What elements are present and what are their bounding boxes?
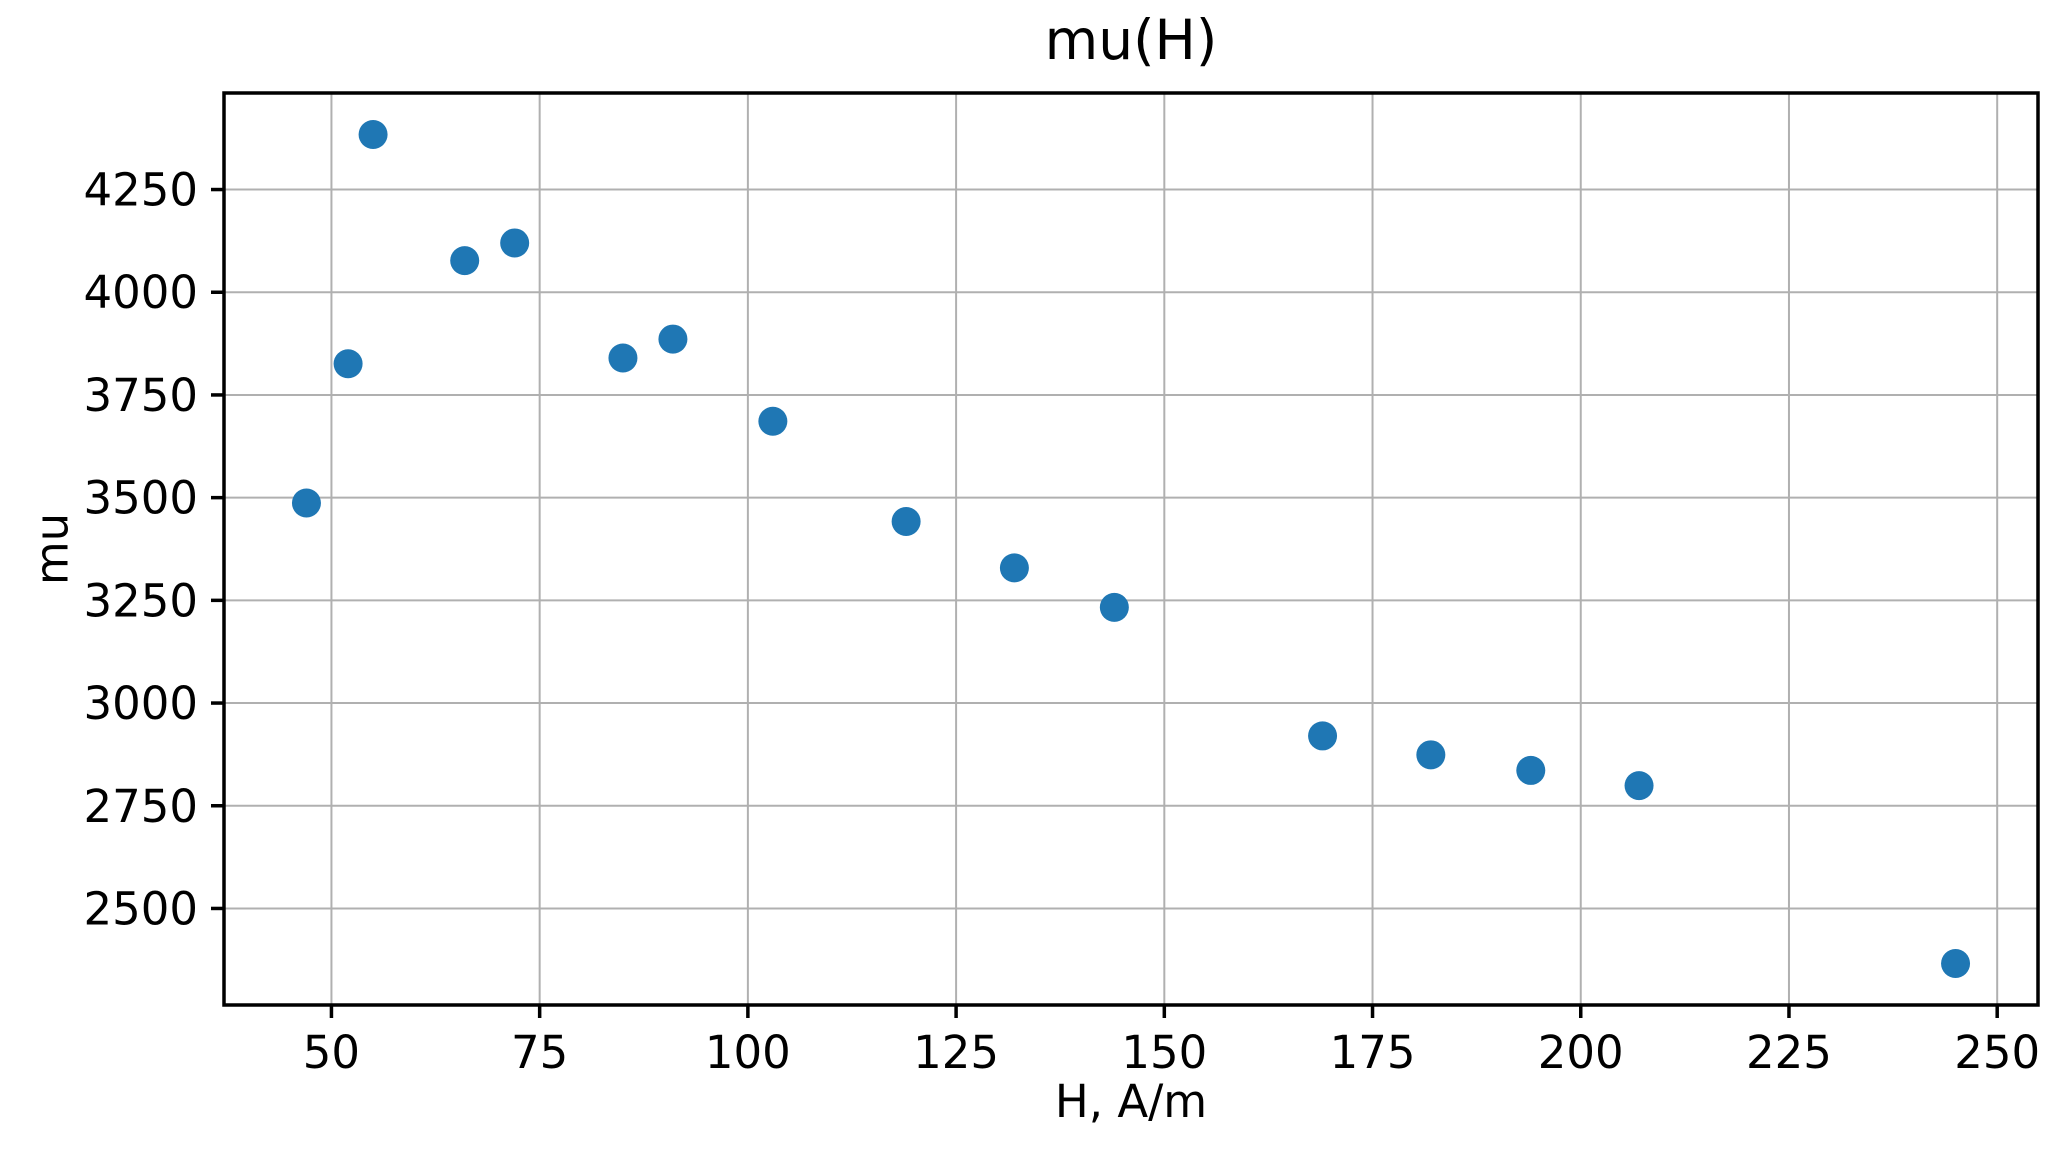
y-tick-label: 3250 [83,574,198,627]
y-axis-label: mu [25,512,79,586]
y-tick-label: 2750 [83,780,198,833]
data-point [1516,755,1546,785]
data-point [1941,949,1971,979]
data-point [758,406,788,436]
x-tick-label: 200 [1538,1026,1624,1079]
data-point [658,324,688,354]
data-point [450,246,480,276]
data-point [608,343,638,373]
data-point [333,349,363,379]
data-point [1099,592,1129,622]
y-tick-label: 4000 [83,266,198,319]
x-tick-label: 125 [913,1026,999,1079]
chart-title: mu(H) [1044,8,1218,72]
y-tick-label: 3500 [83,472,198,525]
x-tick-label: 225 [1746,1026,1832,1079]
x-axis-label: H, A/m [1054,1075,1208,1128]
data-point [358,119,388,149]
y-tick-label: 4250 [83,164,198,217]
y-tick-label: 3750 [83,369,198,422]
data-point [291,488,321,518]
data-point [999,553,1029,583]
y-tick-label: 3000 [83,677,198,730]
x-tick-label: 75 [511,1026,568,1079]
x-tick-label: 250 [1954,1026,2040,1079]
y-tick-label: 2500 [83,882,198,935]
data-point [1624,771,1654,801]
plot-border [222,91,2040,1007]
data-point [1416,740,1446,770]
x-tick-label: 100 [705,1026,791,1079]
x-tick-label: 175 [1330,1026,1416,1079]
data-point [1308,721,1338,751]
data-point [500,228,530,258]
data-point [891,506,921,536]
x-tick-label: 50 [303,1026,360,1079]
x-tick-label: 150 [1121,1026,1207,1079]
